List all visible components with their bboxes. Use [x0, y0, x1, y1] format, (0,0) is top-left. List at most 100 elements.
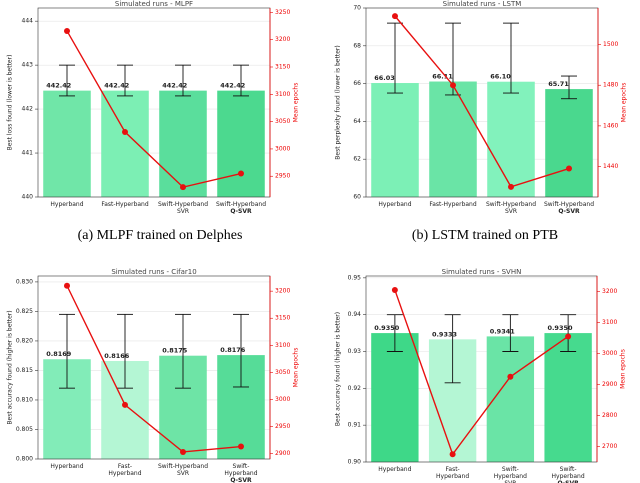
x-tick-label: Swift-Hyperband SVR — [158, 463, 208, 477]
x-tick-label: Swift-Hyperband Q-SVR — [552, 466, 585, 483]
x-tick-label: Fast-Hyperband — [429, 201, 477, 208]
x-tick-label-line: Hyperband — [378, 201, 411, 208]
y-tick-label: 0.830 — [16, 278, 33, 285]
line-point — [450, 82, 456, 89]
y2-tick-label: 1460 — [603, 122, 618, 129]
y-axis-label: Best accuracy found (higher is better) — [7, 310, 14, 424]
bar — [545, 89, 593, 197]
y2-tick-label: 3150 — [275, 315, 290, 322]
x-tick-label-line: Fast- — [446, 466, 460, 473]
value-label: 442.42 — [220, 82, 245, 90]
x-tick-label-line: Hyperband — [436, 473, 469, 480]
y-axis-label: Best loss found (lower is better) — [7, 55, 14, 151]
x-tick-label-line: Hyperband — [378, 466, 411, 473]
y2-tick-label: 1440 — [603, 163, 618, 170]
value-label: 0.9350 — [547, 324, 573, 332]
y-tick-label: 0.810 — [16, 396, 33, 403]
x-tick-label-line: Fast-Hyperband — [101, 201, 149, 208]
y-tick-label: 0.825 — [16, 308, 33, 315]
y2-tick-label: 2900 — [602, 381, 617, 388]
x-tick-label: Fast-Hyperband — [101, 201, 149, 208]
y-tick-label: 0.93 — [348, 348, 362, 355]
y-tick-label: 62 — [353, 156, 361, 163]
caption: (b) LSTM trained on PTB — [412, 228, 558, 243]
y2-tick-label: 2800 — [602, 412, 617, 419]
value-label: 0.8176 — [220, 346, 246, 354]
x-tick-label-line: Swift-Hyperband — [216, 201, 266, 208]
line-point — [392, 13, 398, 20]
bar — [43, 90, 91, 197]
value-label: 66.11 — [432, 73, 453, 81]
line-point — [238, 443, 244, 450]
line — [394, 289, 569, 456]
value-label: 0.9333 — [432, 330, 457, 338]
bar — [486, 336, 535, 462]
y2-tick-label: 3100 — [275, 342, 290, 349]
x-tick-label-line: Swift- — [560, 466, 577, 473]
x-tick-label-line: Swift-Hyperband — [486, 201, 536, 208]
x-tick-label-line: Hyperband — [552, 473, 585, 480]
y2-tick-label: 3200 — [275, 288, 290, 295]
line-point — [449, 451, 456, 458]
y-tick-label: 444 — [22, 18, 34, 25]
x-tick-label: Hyperband — [378, 201, 411, 208]
line-point — [566, 165, 572, 172]
x-tick-label-line: SVR — [505, 208, 517, 215]
bar — [217, 90, 265, 197]
y2-tick-label: 3050 — [275, 369, 290, 376]
x-tick-label-line: Q-SVR — [230, 477, 252, 483]
y2-tick-label: 2700 — [602, 443, 617, 450]
x-tick-label-line: SVR — [177, 470, 189, 477]
y-tick-label: 64 — [353, 118, 361, 125]
x-tick-label-line: Swift-Hyperband — [158, 463, 208, 470]
y-tick-label: 0.800 — [16, 456, 33, 463]
bar — [371, 83, 419, 197]
x-tick-label-line: Swift- — [233, 463, 250, 470]
x-tick-label: Hyperband — [50, 463, 83, 470]
y-tick-label: 0.805 — [16, 426, 33, 433]
bar — [487, 81, 535, 197]
value-label: 66.10 — [490, 73, 511, 81]
x-tick-label-line: Swift-Hyperband — [544, 201, 594, 208]
value-label: 0.9350 — [374, 324, 400, 332]
x-tick-label-line: Hyperband — [494, 473, 527, 480]
x-tick-label-line: Hyperband — [108, 470, 141, 477]
y2-tick-label: 2950 — [275, 423, 290, 430]
y-tick-label: 70 — [353, 5, 361, 12]
value-label: 442.42 — [162, 82, 187, 90]
line-point — [180, 184, 186, 191]
value-label: 65.71 — [548, 80, 569, 88]
x-tick-label: Swift-Hyperband Q-SVR — [544, 201, 594, 215]
line — [66, 30, 242, 188]
y2-tick-label: 3200 — [602, 288, 617, 295]
y-tick-label: 441 — [22, 150, 34, 157]
y-tick-label: 0.92 — [348, 385, 362, 392]
y2-tick-label: 1500 — [603, 41, 618, 48]
y-axis-label: Best perplexity found (lower is better) — [335, 45, 342, 159]
x-tick-label: Swift-Hyperband Q-SVR — [216, 201, 266, 215]
line-point — [122, 401, 128, 408]
caption: (a) MLPF trained on Delphes — [78, 228, 243, 243]
x-tick-label-line: Q-SVR — [230, 208, 252, 215]
x-tick-label: Swift-Hyperband Q-SVR — [224, 463, 257, 483]
y-tick-label: 440 — [22, 194, 34, 201]
line-point — [64, 27, 70, 34]
y2-tick-label: 1480 — [603, 82, 618, 89]
chart-title: Simulated runs - MLPF — [115, 0, 193, 8]
line-point — [508, 183, 514, 190]
x-tick-label-line: Hyperband — [50, 463, 83, 470]
value-label: 0.9341 — [490, 327, 516, 335]
y-tick-label: 0.815 — [16, 367, 33, 374]
x-tick-label-line: Fast-Hyperband — [429, 201, 477, 208]
line-point — [507, 373, 514, 380]
y2-tick-label: 2900 — [275, 450, 290, 457]
x-tick-label-line: Hyperband — [224, 470, 257, 477]
y-tick-label: 0.95 — [348, 274, 362, 281]
line-point — [238, 170, 244, 177]
y2-tick-label: 3050 — [275, 118, 290, 125]
bar — [371, 333, 419, 462]
chart-title: Simulated runs - Cifar10 — [111, 268, 196, 276]
value-label: 442.42 — [104, 82, 129, 90]
line-point — [391, 286, 398, 293]
